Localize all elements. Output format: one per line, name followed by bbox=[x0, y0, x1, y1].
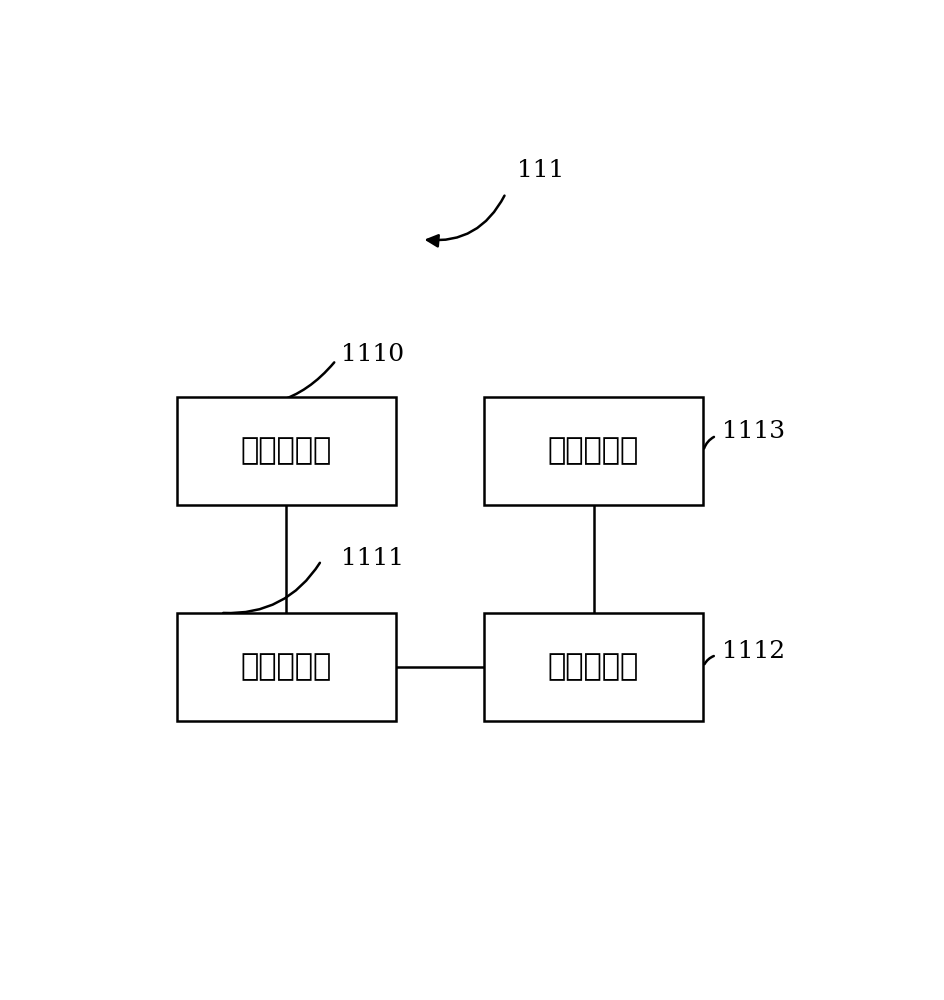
Bar bbox=[177, 613, 396, 721]
Text: 第二信号源: 第二信号源 bbox=[548, 652, 639, 681]
Bar bbox=[177, 397, 396, 505]
Text: 111: 111 bbox=[516, 159, 564, 182]
Text: 参考接收机: 参考接收机 bbox=[241, 652, 332, 681]
Text: 第一信号源: 第一信号源 bbox=[241, 437, 332, 466]
Text: 1113: 1113 bbox=[721, 420, 784, 443]
Text: 1111: 1111 bbox=[341, 547, 404, 570]
Bar bbox=[483, 613, 703, 721]
Text: 1110: 1110 bbox=[341, 343, 404, 366]
Bar bbox=[483, 397, 703, 505]
Text: 1112: 1112 bbox=[721, 640, 784, 663]
Text: 反射接收机: 反射接收机 bbox=[548, 437, 639, 466]
